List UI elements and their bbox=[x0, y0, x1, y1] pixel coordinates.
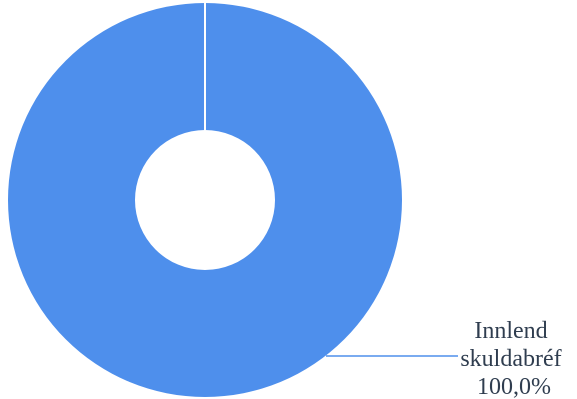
donut-slice-0 bbox=[8, 3, 402, 397]
slice-label: Innlend skuldabréf 100,0% bbox=[460, 318, 567, 399]
slice-label-line-3: 100,0% bbox=[477, 374, 551, 399]
slice-label-line-2: skuldabréf bbox=[460, 346, 561, 372]
chart-slices bbox=[8, 3, 402, 397]
slice-label-line-1: Innlend bbox=[474, 318, 547, 344]
